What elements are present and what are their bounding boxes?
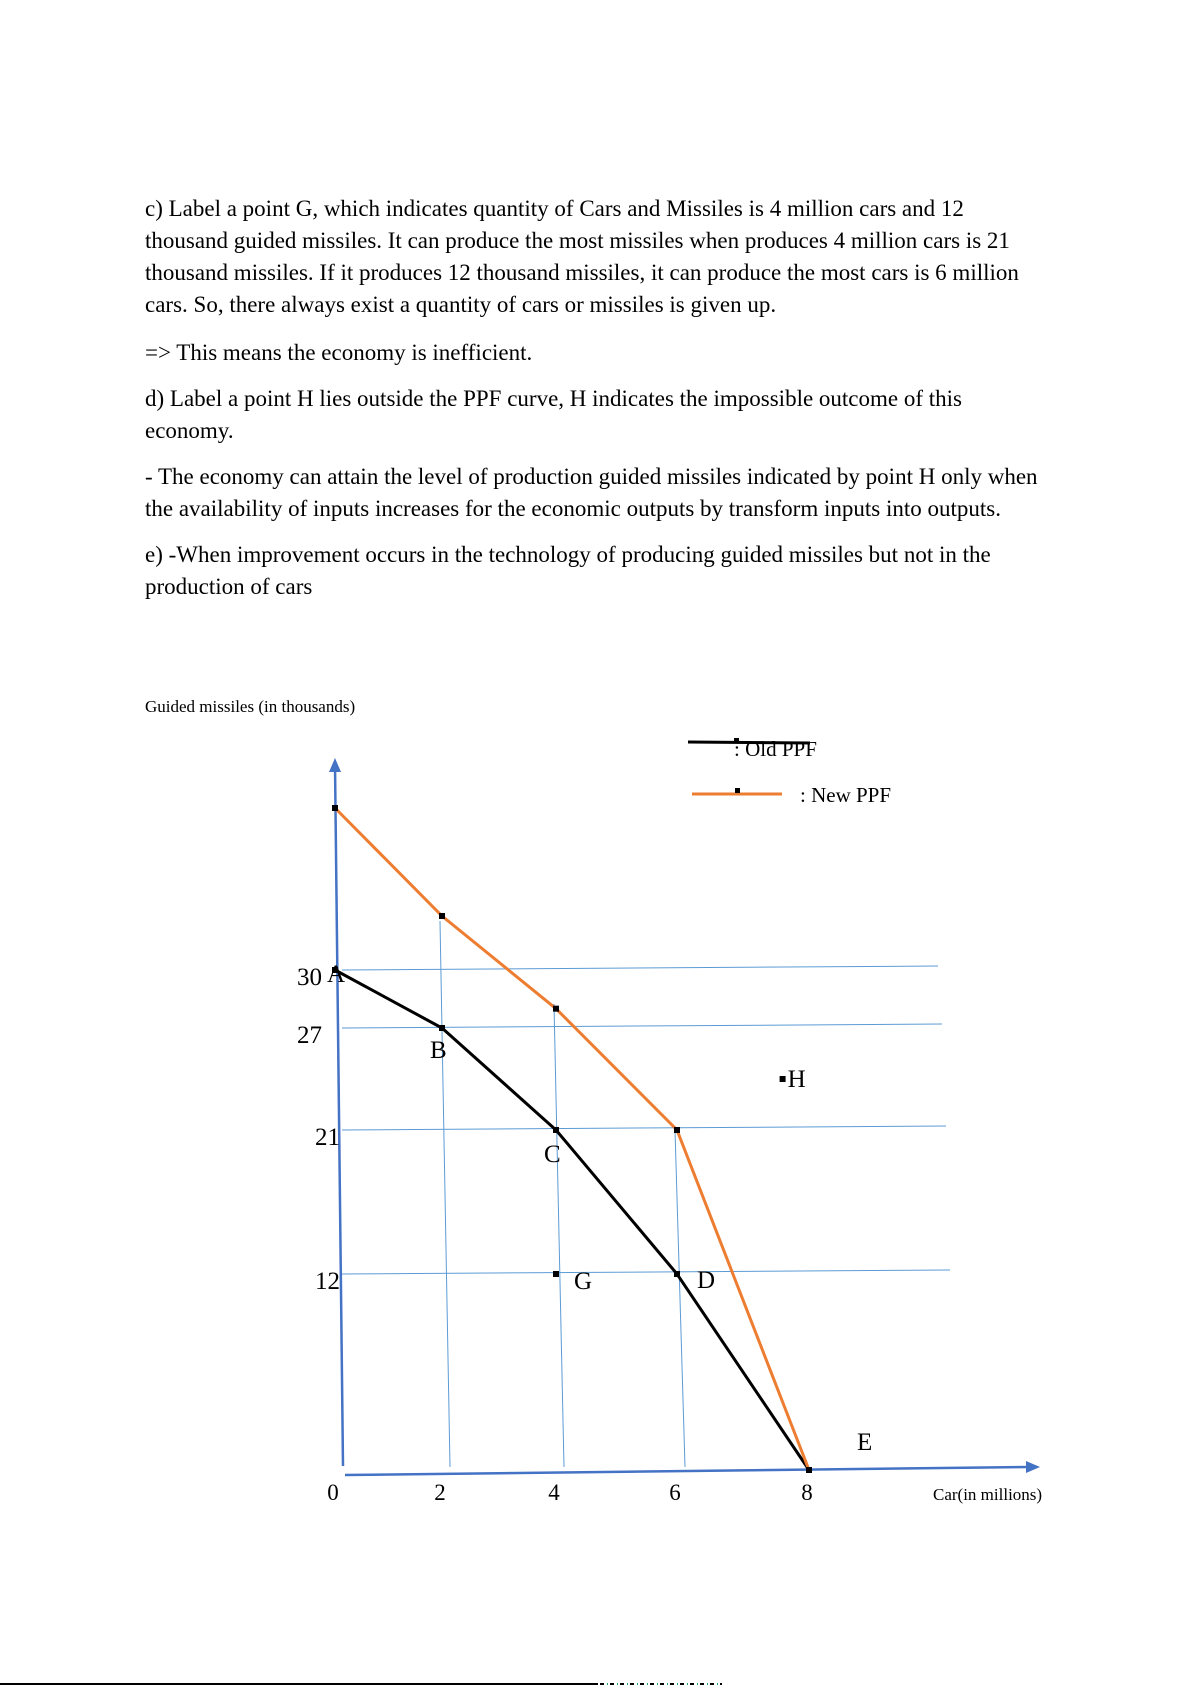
paragraph-d: d) Label a point H lies outside the PPF … [145, 386, 963, 443]
point-G-marker [553, 1271, 559, 1277]
x-tick-label-8: 8 [801, 1480, 813, 1505]
point-label-D: D [697, 1267, 715, 1294]
y-tick-label-12: 12 [315, 1268, 340, 1295]
x-tick-label-0: 0 [327, 1480, 339, 1505]
old-ppf-marker [553, 1127, 559, 1133]
point-label-C: C [544, 1141, 561, 1168]
x-axis-label: Car(in millions) [933, 1485, 1042, 1504]
y-tick-label-30: 30 [297, 964, 322, 991]
new-ppf-marker [674, 1127, 680, 1133]
new-ppf-marker [553, 1005, 559, 1012]
page-bottom-artifact [600, 1683, 722, 1685]
gridline-x-6 [674, 1129, 686, 1468]
paragraph-e: e) -When improvement occurs in the techn… [145, 542, 991, 599]
old-ppf-line [334, 968, 811, 1471]
legend-old-ppf-line [687, 740, 811, 745]
point-label-A: A [327, 961, 345, 988]
x-axis [344, 1465, 1031, 1477]
document-text: c) Label a point G, which indicates quan… [145, 193, 1040, 619]
paragraph-inputs: - The economy can attain the level of pr… [145, 464, 1038, 521]
x-tick-label-2: 2 [434, 1480, 446, 1505]
paragraph-inefficient: => This means the economy is inefficient… [145, 340, 533, 365]
gridline-x-2 [439, 920, 451, 1468]
point-label-E: E [857, 1429, 872, 1456]
y-axis-label: Guided missiles (in thousands) [145, 697, 355, 716]
point-label-B: B [430, 1037, 447, 1064]
y-axis-arrow-icon [329, 758, 341, 772]
gridline-x-4 [553, 1003, 565, 1468]
paragraph-c: c) Label a point G, which indicates quan… [145, 196, 1019, 317]
old-ppf-marker [439, 1025, 445, 1031]
point-label-H: H [788, 1066, 806, 1093]
gridline-y-21 [341, 1125, 947, 1131]
y-axis [333, 764, 345, 1467]
x-axis-arrow-icon [1026, 1461, 1040, 1473]
gridline-y-30 [341, 965, 939, 971]
old-ppf-marker [674, 1271, 680, 1277]
y-tick-label-27: 27 [297, 1022, 322, 1049]
legend-old-ppf-marker [734, 738, 739, 743]
new-ppf-marker [439, 913, 445, 919]
old-ppf-marker [332, 967, 338, 973]
x-tick-label-6: 6 [669, 1480, 681, 1505]
point-H-marker [779, 1076, 786, 1082]
x-tick-label-4: 4 [548, 1480, 560, 1505]
gridline-y-27 [341, 1023, 943, 1029]
y-tick-label-21: 21 [315, 1124, 340, 1151]
legend-old-ppf-label: : Old PPF [734, 737, 817, 761]
new-ppf-marker [806, 1467, 812, 1473]
page-bottom-rule [0, 1683, 598, 1685]
point-label-G: G [574, 1268, 592, 1295]
new-ppf-line [333, 806, 811, 1471]
gridline-y-12 [341, 1269, 951, 1275]
new-ppf-marker [332, 805, 338, 811]
legend-new-ppf-marker [735, 788, 740, 793]
legend-new-ppf-label: : New PPF [800, 783, 891, 807]
